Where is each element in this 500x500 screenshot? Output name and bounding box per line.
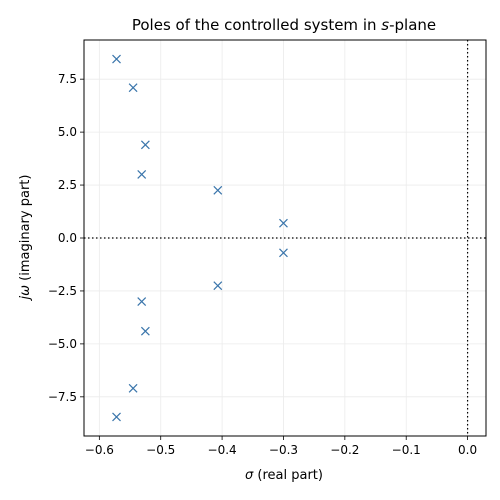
- y-axis-ticks: −7.5 −5.0 −2.5 0.0 2.5 5.0 7.5: [48, 72, 84, 404]
- y-axis-symbol: jω: [18, 285, 33, 302]
- pole-marker: [128, 83, 138, 93]
- pole-marker: [137, 170, 147, 179]
- pole-marker: [279, 218, 288, 228]
- pole-marker: [213, 281, 223, 291]
- x-axis-label: σ (real part): [245, 468, 323, 483]
- y-tick-label: −5.0: [48, 337, 77, 351]
- y-axis-label: jω (imaginary part): [18, 175, 33, 302]
- pole-marker: [279, 248, 288, 258]
- pole-markers: [112, 54, 288, 422]
- y-tick-label: −7.5: [48, 390, 77, 404]
- plot-area: −0.6 −0.5 −0.4 −0.3 −0.2 −0.1 0.0 −7.5 −5.0 −2.5…: [48, 39, 487, 457]
- pole-marker: [137, 297, 147, 306]
- y-tick-label: 7.5: [58, 72, 77, 86]
- reference-lines: [84, 40, 486, 436]
- title-italic: s: [381, 16, 389, 34]
- x-tick-label: −0.5: [146, 443, 175, 457]
- x-axis-symbol: σ: [245, 468, 254, 483]
- x-tick-label: −0.2: [330, 443, 359, 457]
- y-tick-label: −2.5: [48, 284, 77, 298]
- y-axis-text: (imaginary part): [18, 175, 33, 285]
- pole-marker: [112, 54, 121, 64]
- x-axis-text: (real part): [253, 468, 323, 483]
- y-tick-label: 2.5: [58, 178, 77, 192]
- x-axis-ticks: −0.6 −0.5 −0.4 −0.3 −0.2 −0.1 0.0: [85, 436, 477, 457]
- x-tick-label: −0.3: [269, 443, 298, 457]
- x-tick-label: −0.1: [392, 443, 421, 457]
- chart-title: Poles of the controlled system in s-plan…: [132, 16, 436, 34]
- x-tick-label: −0.6: [85, 443, 114, 457]
- pole-marker: [140, 326, 150, 336]
- title-main: Poles of the controlled system in: [132, 16, 381, 34]
- pole-marker: [140, 140, 150, 150]
- pole-marker: [128, 383, 138, 393]
- y-tick-label: 0.0: [58, 231, 77, 245]
- pole-marker: [213, 185, 223, 195]
- title-end: -plane: [389, 16, 436, 34]
- y-tick-label: 5.0: [58, 125, 77, 139]
- x-tick-label: 0.0: [458, 443, 477, 457]
- pole-marker: [112, 412, 121, 422]
- x-tick-label: −0.4: [208, 443, 237, 457]
